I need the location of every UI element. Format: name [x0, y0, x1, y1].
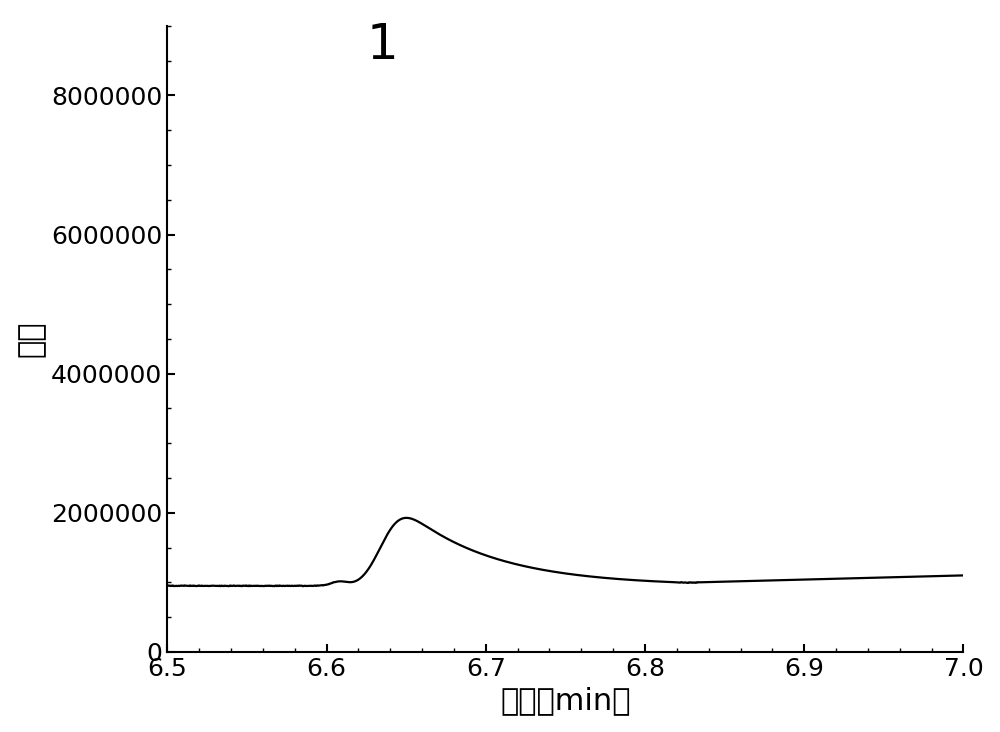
X-axis label: 时间（min）: 时间（min）	[500, 687, 631, 715]
Y-axis label: 强度: 强度	[17, 321, 46, 357]
Text: 1: 1	[366, 21, 398, 69]
